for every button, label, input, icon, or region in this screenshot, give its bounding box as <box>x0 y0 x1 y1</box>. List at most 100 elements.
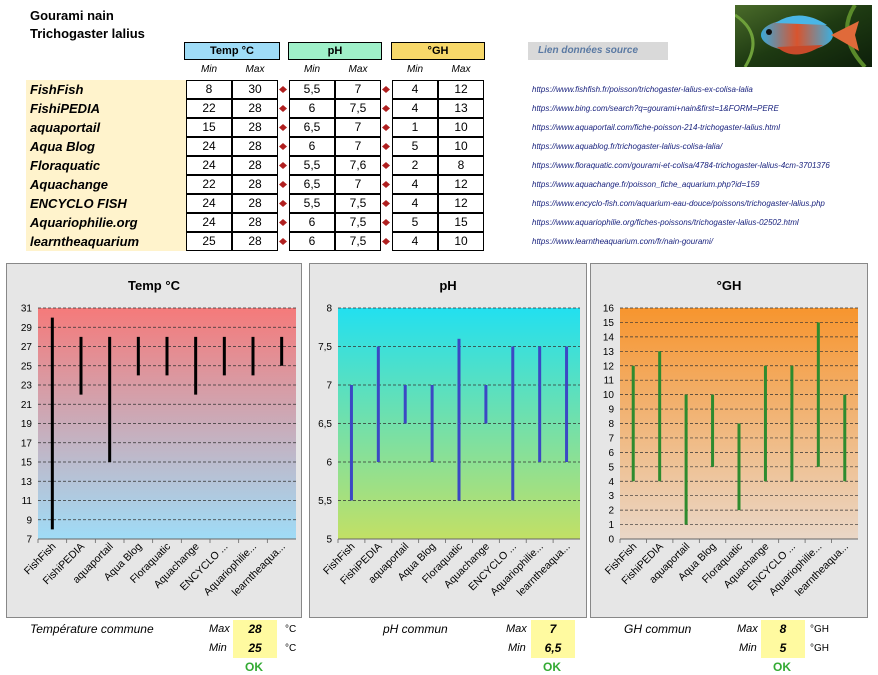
y-tick-label: 19 <box>21 419 33 430</box>
source-url-link[interactable]: https://www.encyclo-fish.com/aquarium-ea… <box>532 199 825 208</box>
y-tick-label: 8 <box>608 419 614 430</box>
temp-min-cell: 8 <box>186 80 232 99</box>
temp-min-label: Min <box>209 642 227 654</box>
gh-max-cell: 10 <box>438 137 484 156</box>
source-url-link[interactable]: https://www.learntheaquarium.com/fr/nain… <box>532 237 713 246</box>
y-tick-label: 5,5 <box>318 496 332 507</box>
y-tick-label: 7 <box>26 535 32 546</box>
gh-min-cell: 1 <box>392 118 438 137</box>
temp-min-cell: 24 <box>186 213 232 232</box>
source-url-link[interactable]: https://www.aquariophilie.org/fiches-poi… <box>532 218 799 227</box>
y-tick-label: 3 <box>608 491 614 502</box>
header-temp: Temp °C <box>184 42 280 60</box>
ph-min-cell: 6,5 <box>289 118 335 137</box>
range-bar <box>484 385 488 424</box>
source-name: Aquachange <box>30 177 109 192</box>
chart-title-temp: Temp °C <box>128 278 180 293</box>
temp-max-cell: 28 <box>232 175 278 194</box>
ph-max-cell: 7,5 <box>335 232 381 251</box>
range-bar <box>194 336 198 395</box>
temp-min-cell: 24 <box>186 156 232 175</box>
y-tick-label: 31 <box>21 304 33 315</box>
source-url-link[interactable]: https://www.fishfish.fr/poisson/trichoga… <box>532 85 753 94</box>
range-bar <box>430 385 434 462</box>
range-arrow-icon <box>381 118 391 137</box>
source-link-button[interactable]: Lien données source <box>528 42 668 60</box>
ph-max-cell: 7 <box>335 137 381 156</box>
y-tick-label: 21 <box>21 400 33 411</box>
temp-max-cell: 28 <box>232 137 278 156</box>
ph-min-cell: 6 <box>289 137 335 156</box>
gh-max-label: Max <box>737 623 758 635</box>
range-arrow-icon <box>381 137 391 156</box>
ph-max-cell: 7 <box>335 80 381 99</box>
source-name: ENCYCLO FISH <box>30 196 127 211</box>
y-tick-label: 5 <box>608 462 614 473</box>
range-bar <box>108 336 112 462</box>
source-name: learntheaquarium <box>30 234 140 249</box>
sub-temp-max: Max <box>245 64 265 75</box>
temp-max-cell: 28 <box>232 213 278 232</box>
source-url-link[interactable]: https://www.aquachange.fr/poisson_fiche_… <box>532 180 760 189</box>
range-bar <box>737 423 741 511</box>
source-column-bg <box>26 80 186 251</box>
source-url-link[interactable]: https://www.bing.com/search?q=gourami+na… <box>532 104 779 113</box>
y-tick-label: 7 <box>326 381 332 392</box>
y-tick-label: 6 <box>608 448 614 459</box>
y-tick-label: 29 <box>21 323 33 334</box>
temp-max-label: Max <box>209 623 230 635</box>
gh-min-cell: 2 <box>392 156 438 175</box>
page-title: Gourami nain <box>30 8 114 23</box>
range-bar <box>280 336 284 366</box>
range-arrow-icon <box>278 99 288 118</box>
temp-min-cell: 24 <box>186 137 232 156</box>
gh-max-cell: 12 <box>438 80 484 99</box>
temp-min-cell: 24 <box>186 194 232 213</box>
ph-max-cell: 7,5 <box>335 194 381 213</box>
fish-photo-image <box>734 3 872 69</box>
fish-photo <box>734 3 872 69</box>
ph-min-cell: 5,5 <box>289 156 335 175</box>
range-bar <box>457 338 461 501</box>
source-name: aquaportail <box>30 120 101 135</box>
page-subtitle: Trichogaster lalius <box>30 26 145 41</box>
temp-max-value: 28 <box>233 620 277 639</box>
range-bar <box>349 385 353 501</box>
temp-min-cell: 22 <box>186 175 232 194</box>
temp-min-cell: 22 <box>186 99 232 118</box>
ph-max-cell: 7 <box>335 118 381 137</box>
temp-max-cell: 28 <box>232 232 278 251</box>
range-arrow-icon <box>278 80 288 99</box>
range-bar <box>658 351 662 482</box>
y-tick-label: 4 <box>608 477 614 488</box>
gh-min-cell: 4 <box>392 232 438 251</box>
source-url-link[interactable]: https://www.aquablog.fr/trichogaster-lal… <box>532 142 723 151</box>
header-ph: pH <box>288 42 382 60</box>
y-tick-label: 25 <box>21 361 33 372</box>
temp-max-cell: 30 <box>232 80 278 99</box>
sub-gh-max: Max <box>451 64 471 75</box>
gh-min-unit: °GH <box>810 643 829 654</box>
range-arrow-icon <box>278 156 288 175</box>
range-arrow-icon <box>278 213 288 232</box>
range-bar <box>136 336 140 376</box>
ph-min-cell: 5,5 <box>289 194 335 213</box>
range-bar <box>631 365 635 482</box>
range-bar <box>763 365 767 482</box>
header-ph-label: pH <box>327 45 343 57</box>
ph-summary-label: pH commun <box>383 622 448 636</box>
gh-min-value: 5 <box>761 639 805 658</box>
source-url-link[interactable]: https://www.aquaportail.com/fiche-poisso… <box>532 123 780 132</box>
ph-min-cell: 5,5 <box>289 80 335 99</box>
range-bar <box>684 394 688 525</box>
header-gh: °GH <box>391 42 485 60</box>
gh-max-cell: 12 <box>438 175 484 194</box>
source-url-link[interactable]: https://www.floraquatic.com/gourami-et-c… <box>532 161 830 170</box>
range-bar <box>843 394 847 482</box>
temp-min-unit: °C <box>285 643 297 654</box>
y-tick-label: 13 <box>21 477 33 488</box>
gh-max-cell: 12 <box>438 194 484 213</box>
gh-min-cell: 5 <box>392 213 438 232</box>
range-arrow-icon <box>381 194 391 213</box>
